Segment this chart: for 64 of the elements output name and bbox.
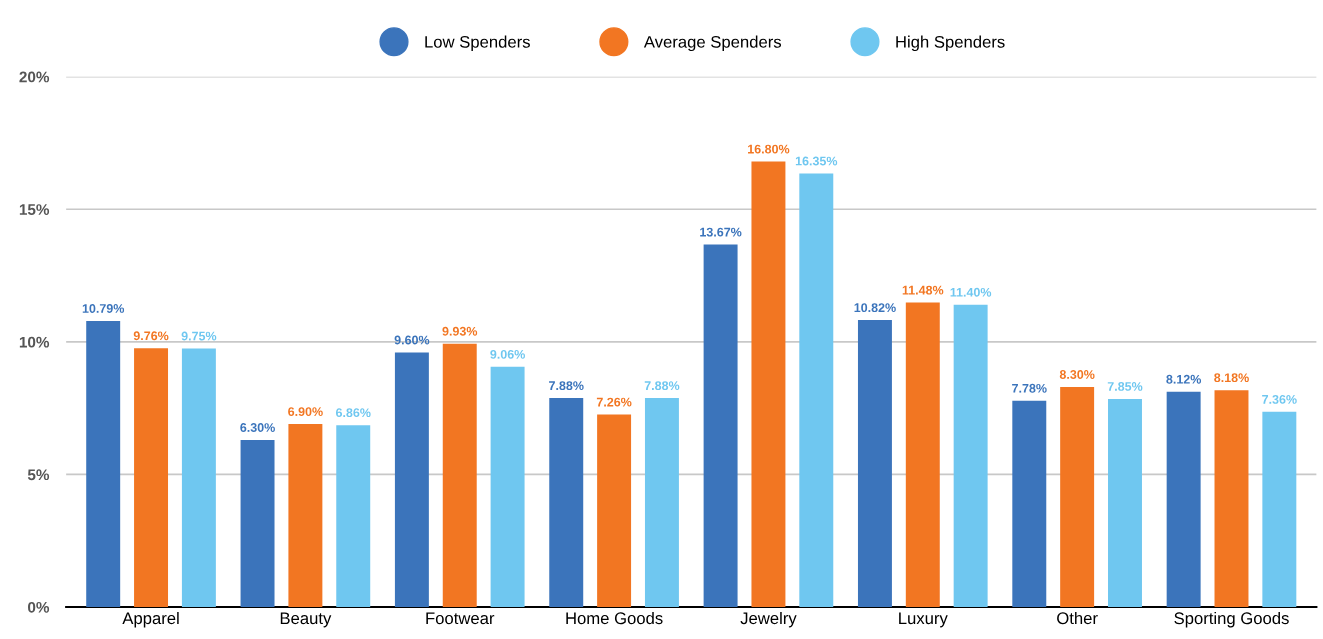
data-label: 9.06% — [490, 349, 525, 359]
data-label: 6.90% — [288, 407, 323, 417]
y-tick-label: 0% — [28, 601, 50, 613]
bar — [86, 320, 121, 608]
bar — [1166, 391, 1201, 608]
x-tick-label: Apparel — [122, 611, 179, 628]
data-label: 9.76% — [133, 331, 169, 341]
data-label: 7.85% — [1107, 382, 1143, 391]
x-tick-label: Sporting Goods — [1174, 611, 1289, 628]
y-tick-label: 5% — [27, 469, 50, 481]
x-tick-label: Luxury — [899, 612, 948, 628]
bar — [1262, 411, 1297, 608]
x-tick-label: Beauty — [280, 612, 332, 628]
bar — [644, 398, 679, 608]
bar — [597, 414, 632, 608]
bar — [394, 352, 429, 608]
data-label: 7.78% — [1012, 383, 1047, 393]
bar — [857, 320, 892, 608]
x-tick-label: Other — [1057, 611, 1098, 625]
data-label: 9.93% — [442, 326, 478, 336]
data-label: 16.80% — [748, 144, 790, 154]
legend-label: Average Spenders — [643, 35, 782, 52]
data-label: 6.30% — [240, 423, 275, 432]
data-label: 9.60% — [394, 335, 430, 345]
bar — [442, 343, 477, 608]
y-tick-label: 10% — [19, 336, 50, 348]
data-label: 11.40% — [950, 287, 992, 297]
legend-label: Low Spenders — [425, 35, 530, 52]
data-label: 8.12% — [1166, 374, 1202, 384]
data-label: 7.36% — [1262, 395, 1297, 404]
x-tick-label: Footwear — [426, 612, 495, 625]
bar — [336, 425, 371, 608]
data-label: 9.75% — [181, 331, 217, 341]
bar — [240, 439, 275, 608]
data-label: 10.79% — [82, 304, 125, 313]
bar — [181, 348, 216, 608]
y-tick-label: 15% — [19, 204, 50, 215]
bar — [490, 366, 525, 608]
data-label: 10.82% — [854, 303, 896, 313]
bar — [905, 302, 940, 608]
bar — [953, 304, 988, 608]
x-tick-label: Home Goods — [566, 611, 663, 625]
data-label: 7.26% — [596, 397, 632, 407]
data-label: 7.88% — [644, 381, 680, 391]
bar — [1060, 386, 1095, 608]
data-label: 8.30% — [1059, 370, 1095, 379]
data-label: 7.88% — [549, 381, 584, 391]
bar — [703, 244, 738, 608]
bar — [799, 173, 834, 608]
bar — [549, 398, 584, 608]
data-label: 6.86% — [335, 408, 371, 418]
legend-label: High Spenders — [896, 35, 1005, 52]
bar — [1012, 400, 1047, 608]
data-label: 8.18% — [1214, 373, 1249, 383]
data-label: 13.67% — [700, 227, 742, 237]
bar — [134, 348, 169, 608]
bar — [288, 424, 323, 608]
data-label: 11.48% — [902, 285, 944, 295]
bar — [751, 161, 786, 608]
y-tick-label: 20% — [19, 71, 50, 83]
bar — [1108, 398, 1142, 608]
bar — [1214, 390, 1249, 608]
data-label: 16.35% — [795, 156, 838, 166]
x-tick-label: Jewelry — [740, 611, 797, 628]
